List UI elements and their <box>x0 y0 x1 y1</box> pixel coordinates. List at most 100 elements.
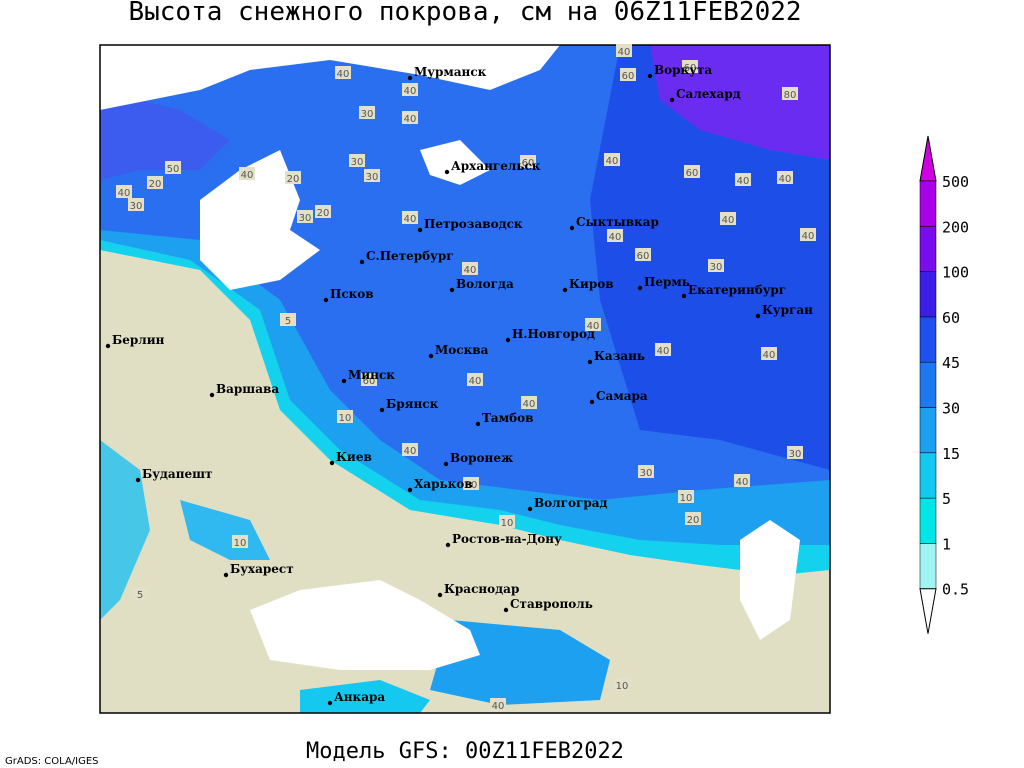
city-label: Киров <box>569 277 614 291</box>
contour-label-box <box>239 167 255 180</box>
contour-label-box <box>359 106 375 119</box>
city-label: Тамбов <box>482 411 533 425</box>
legend-swatch <box>919 543 937 589</box>
legend-tip <box>919 135 937 182</box>
contour-label-box <box>285 171 301 184</box>
city-label: Н.Новгород <box>512 327 595 341</box>
contour-label-box <box>685 512 701 525</box>
legend-label: 1 <box>942 535 951 553</box>
city-dot <box>587 359 593 365</box>
city-label: Ростов-на-Дону <box>452 532 562 546</box>
contour-label-box <box>463 477 479 490</box>
contour-label-box <box>361 373 377 386</box>
contour-label: 40 <box>606 156 619 167</box>
city-label: Пермь <box>644 275 690 289</box>
contour-label-box <box>735 173 751 186</box>
contour-label: 30 <box>465 480 478 491</box>
legend-label: 0.5 <box>942 581 969 599</box>
city-label: Анкара <box>334 690 385 704</box>
city-label: Воркута <box>654 63 712 77</box>
contour-label-box <box>335 66 351 79</box>
map <box>99 44 831 714</box>
city-label: Вологда <box>456 277 514 291</box>
city-label: Краснодар <box>444 582 519 596</box>
contour-label: 5 <box>137 590 143 601</box>
city-label: Петрозаводск <box>424 217 523 231</box>
contour-label-box <box>777 171 793 184</box>
contour-label-box <box>297 210 313 223</box>
contour-label: 40 <box>618 47 631 58</box>
contour-label-box <box>499 515 515 528</box>
contour-label: 40 <box>241 170 254 181</box>
legend-swatch <box>919 316 937 363</box>
contour-label-box <box>708 259 724 272</box>
legend-swatch <box>919 361 937 408</box>
contour-label: 40 <box>523 399 536 410</box>
contour-label: 30 <box>366 172 379 183</box>
city-label: Москва <box>435 343 489 357</box>
contour-label: 40 <box>779 174 792 185</box>
contour-label: 20 <box>149 179 162 190</box>
contour-label: 40 <box>763 350 776 361</box>
contour-label: 30 <box>710 262 723 273</box>
contour-label-box <box>165 161 181 174</box>
city-dot <box>589 399 595 405</box>
contour-label: 20 <box>687 515 700 526</box>
contour-label-box <box>232 535 248 548</box>
contour-label: 40 <box>464 265 477 276</box>
contour-label: 40 <box>492 701 505 712</box>
contour-label: 10 <box>339 413 352 424</box>
contour-label: 40 <box>587 321 600 332</box>
city-label: Брянск <box>386 397 439 411</box>
city-dot <box>444 169 450 175</box>
legend-label: 60 <box>942 309 960 327</box>
title: Высота снежного покрова, см на 06Z11FEB2… <box>128 0 801 27</box>
city-label: Сыктывкар <box>576 215 659 229</box>
legend-label: 45 <box>942 354 960 372</box>
city-dot <box>562 287 568 293</box>
city-label: Волгоград <box>534 496 607 510</box>
contour-label-box <box>349 154 365 167</box>
city-label: Мурманск <box>414 65 487 79</box>
contour-label: 60 <box>686 168 699 179</box>
city-dot <box>329 460 335 466</box>
city-label: Самара <box>596 389 648 403</box>
contour-label-box <box>521 396 537 409</box>
city-dot <box>449 287 455 293</box>
city-dot <box>379 407 385 413</box>
contour-label: 10 <box>234 538 247 549</box>
city-dot <box>443 461 449 467</box>
contour-label: 50 <box>167 164 180 175</box>
city-dot <box>437 592 443 598</box>
legend-swatch <box>919 180 937 227</box>
legend-label: 30 <box>942 400 960 418</box>
city-dot <box>428 353 434 359</box>
contour-label-box <box>800 228 816 241</box>
legend-tip <box>919 588 937 634</box>
contour-label-box <box>638 465 654 478</box>
city-dot <box>681 293 687 299</box>
contour-label: 30 <box>640 468 653 479</box>
city-dot <box>527 506 533 512</box>
contour-label: 30 <box>299 213 312 224</box>
contour-label: 40 <box>404 446 417 457</box>
contour-label-box <box>614 678 630 691</box>
city-label: Воронеж <box>450 451 513 465</box>
contour-label-box <box>684 165 700 178</box>
credit: GrADS: COLA/IGES <box>5 756 99 767</box>
city-dot <box>135 477 141 483</box>
city-label: Харьков <box>414 477 473 491</box>
contour-label: 40 <box>737 176 750 187</box>
contour-label-box <box>787 446 803 459</box>
city-label: Минск <box>348 368 395 382</box>
contour-label-box <box>678 490 694 503</box>
legend-label: 500 <box>942 173 969 191</box>
contour-label-box <box>462 262 478 275</box>
contour-label: 40 <box>657 346 670 357</box>
contour-label: 30 <box>130 201 143 212</box>
contour-label: 5 <box>285 316 291 327</box>
city-label: Архангельск <box>451 159 541 173</box>
contour-label: 40 <box>469 376 482 387</box>
legend-label: 100 <box>942 264 969 282</box>
contour-label: 10 <box>501 518 514 529</box>
